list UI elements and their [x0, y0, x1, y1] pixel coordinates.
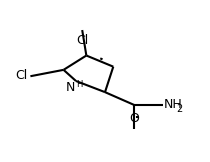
Text: NH: NH	[164, 98, 183, 111]
Text: N: N	[66, 81, 76, 94]
Text: H: H	[76, 80, 82, 89]
Text: O: O	[129, 112, 139, 125]
Text: 2: 2	[176, 104, 183, 114]
Text: Cl: Cl	[76, 34, 88, 47]
Text: Cl: Cl	[15, 69, 27, 82]
